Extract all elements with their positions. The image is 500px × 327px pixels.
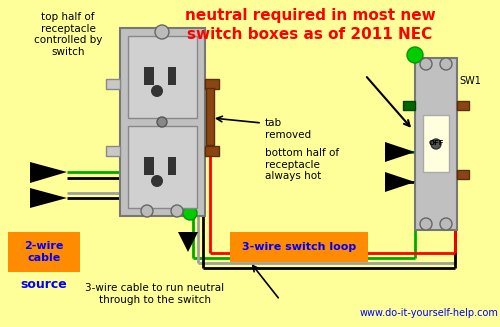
Bar [168, 157, 176, 175]
Circle shape [151, 175, 163, 187]
Circle shape [407, 47, 423, 63]
Text: 3-wire switch loop: 3-wire switch loop [242, 242, 356, 252]
Bar [403, 101, 415, 110]
Circle shape [440, 218, 452, 230]
Bar [128, 36, 197, 118]
Circle shape [420, 58, 432, 70]
Text: SW1: SW1 [459, 76, 481, 86]
Circle shape [141, 205, 153, 217]
Text: OFF: OFF [428, 140, 444, 146]
Circle shape [155, 25, 169, 39]
Polygon shape [30, 188, 67, 208]
Bar [8, 232, 80, 272]
Bar [128, 126, 197, 208]
Bar [144, 157, 154, 175]
Bar [205, 79, 219, 89]
Circle shape [183, 206, 197, 220]
Text: www.do-it-yourself-help.com: www.do-it-yourself-help.com [359, 308, 498, 318]
Bar [120, 28, 205, 216]
Circle shape [157, 117, 167, 127]
Polygon shape [30, 162, 67, 183]
Text: top half of
receptacle
controlled by
switch: top half of receptacle controlled by swi… [34, 12, 102, 57]
Text: tab
removed: tab removed [265, 118, 311, 140]
Bar [106, 146, 120, 156]
Text: 3-wire cable to run neutral
through to the switch: 3-wire cable to run neutral through to t… [86, 283, 224, 304]
Bar [457, 170, 469, 179]
Circle shape [431, 139, 441, 149]
Bar [168, 67, 176, 85]
Circle shape [171, 205, 183, 217]
Bar [205, 146, 219, 156]
Bar [423, 115, 449, 172]
Text: 2-wire
cable: 2-wire cable [24, 241, 64, 263]
Bar [415, 58, 457, 230]
Text: bottom half of
receptacle
always hot: bottom half of receptacle always hot [265, 148, 339, 181]
Polygon shape [385, 142, 415, 162]
Bar [106, 79, 120, 89]
Bar [230, 232, 368, 262]
Polygon shape [178, 232, 198, 252]
Polygon shape [385, 172, 415, 192]
Circle shape [440, 58, 452, 70]
Circle shape [420, 218, 432, 230]
Text: neutral required in most new
switch boxes as of 2011 NEC: neutral required in most new switch boxe… [184, 8, 436, 42]
Text: source: source [20, 278, 68, 291]
Bar [144, 67, 154, 85]
Circle shape [151, 85, 163, 97]
Bar [206, 88, 214, 145]
Bar [457, 101, 469, 110]
